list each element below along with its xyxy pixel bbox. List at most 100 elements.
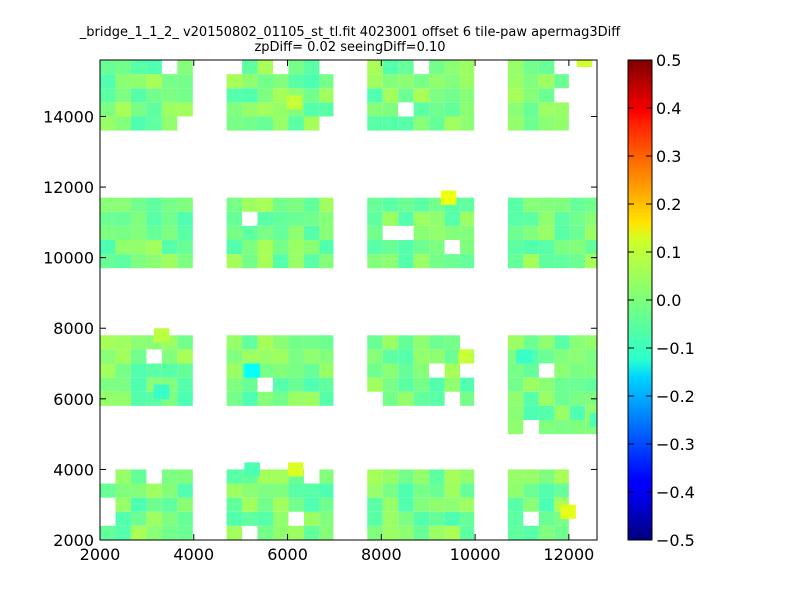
heatmap-cell [585, 225, 597, 240]
heatmap-cell [523, 225, 539, 240]
heatmap-cell [115, 88, 131, 103]
heatmap-cell [429, 349, 445, 364]
heatmap-cell [507, 197, 524, 212]
heatmap-cell [554, 335, 570, 350]
heatmap-cell [130, 469, 147, 484]
heatmap-cell [319, 469, 334, 484]
heatmap-cell [538, 335, 555, 350]
heatmap-cell [367, 88, 383, 103]
heatmap-cell [273, 377, 289, 392]
heatmap-cell [226, 225, 243, 240]
heatmap-cell [413, 116, 430, 131]
heatmap-cell [413, 240, 430, 255]
heatmap-cell [177, 497, 193, 512]
heatmap-cell [319, 197, 334, 212]
heatmap-cell [115, 363, 131, 378]
heatmap-cell [100, 60, 116, 75]
heatmap-cell [273, 363, 289, 378]
heatmap-cell [115, 240, 131, 255]
heatmap-cell [460, 197, 475, 212]
heatmap-cell [398, 254, 414, 269]
heatmap-cell [398, 116, 414, 131]
heatmap-cell [319, 240, 334, 255]
heatmap-cell [273, 254, 289, 269]
heatmap-cell [507, 225, 524, 240]
heatmap-cell [161, 116, 178, 131]
heatmap-cell [382, 377, 399, 392]
heatmap-cell [382, 197, 399, 212]
heatmap-cell [115, 377, 131, 392]
heatmap-cell [177, 377, 193, 392]
heatmap-cell [161, 363, 178, 378]
heatmap-cell [115, 102, 131, 117]
heatmap-cell [413, 335, 430, 350]
heatmap-cell [273, 197, 289, 212]
heatmap-cell [523, 497, 539, 512]
heatmap-cell [429, 483, 445, 498]
heatmap-cell [367, 349, 383, 364]
heatmap-cell [273, 116, 289, 131]
heatmap-cell [538, 225, 555, 240]
x-tick-label: 4000 [173, 545, 214, 564]
heatmap-cell [382, 240, 399, 255]
heatmap-cell [538, 102, 555, 117]
chart-subtitle: zpDiff= 0.02 seeingDiff=0.10 [254, 40, 446, 55]
heatmap-cell [177, 254, 193, 269]
heatmap-cell [177, 240, 193, 255]
heatmap-cell [226, 197, 243, 212]
heatmap-cell [429, 240, 445, 255]
y-tick-label: 12000 [43, 178, 94, 197]
heatmap-cell [242, 60, 258, 75]
heatmap-cell [538, 88, 555, 103]
heatmap-cell [538, 525, 555, 540]
heatmap-cell [288, 211, 304, 226]
heatmap-cell [413, 363, 430, 378]
heatmap-cell [367, 469, 383, 484]
heatmap-cell [554, 240, 570, 255]
heatmap-cell [585, 197, 597, 212]
heatmap-cell [507, 254, 524, 269]
heatmap-cell [444, 60, 461, 75]
colorbar-tick-label: −0.5 [656, 531, 695, 550]
heatmap-cell [460, 497, 475, 512]
heatmap-cell [257, 211, 274, 226]
heatmap-cell [523, 391, 539, 406]
heatmap-cell [288, 497, 304, 512]
y-tick-label: 14000 [43, 107, 94, 126]
heatmap-cell [319, 377, 334, 392]
heatmap-cell [507, 391, 524, 406]
heatmap-cell [288, 349, 304, 364]
heatmap-cell [460, 254, 475, 269]
heatmap-cell [257, 391, 274, 406]
heatmap-cell [273, 335, 289, 350]
heatmap-cell [288, 377, 304, 392]
heatmap-cell [319, 363, 334, 378]
heatmap-cell [319, 88, 334, 103]
heatmap-cell [569, 391, 586, 406]
heatmap-cell [382, 102, 399, 117]
heatmap-cell [100, 254, 116, 269]
heatmap-cell [554, 363, 570, 378]
heatmap-cell [382, 254, 399, 269]
heatmap-cell [242, 391, 258, 406]
heatmap-cell [523, 116, 539, 131]
heatmap-cell [523, 102, 539, 117]
heatmap-cell [226, 74, 243, 89]
heatmap-cell [554, 349, 570, 364]
heatmap-cell [288, 225, 304, 240]
heatmap-cell [538, 497, 555, 512]
heatmap-cell [554, 420, 570, 435]
heatmap-cell [130, 349, 147, 364]
heatmap-cell [444, 349, 461, 364]
heatmap-cell [413, 211, 430, 226]
heatmap-cell [538, 483, 555, 498]
heatmap-cell [444, 88, 461, 103]
heatmap-cell [538, 377, 555, 392]
heatmap-cell [398, 363, 414, 378]
heatmap-cell [554, 102, 569, 117]
heatmap-cell [398, 497, 414, 512]
heatmap-cell [569, 254, 586, 269]
heatmap-cell [257, 497, 274, 512]
heatmap-cell [538, 240, 555, 255]
heatmap-cell [429, 116, 445, 131]
